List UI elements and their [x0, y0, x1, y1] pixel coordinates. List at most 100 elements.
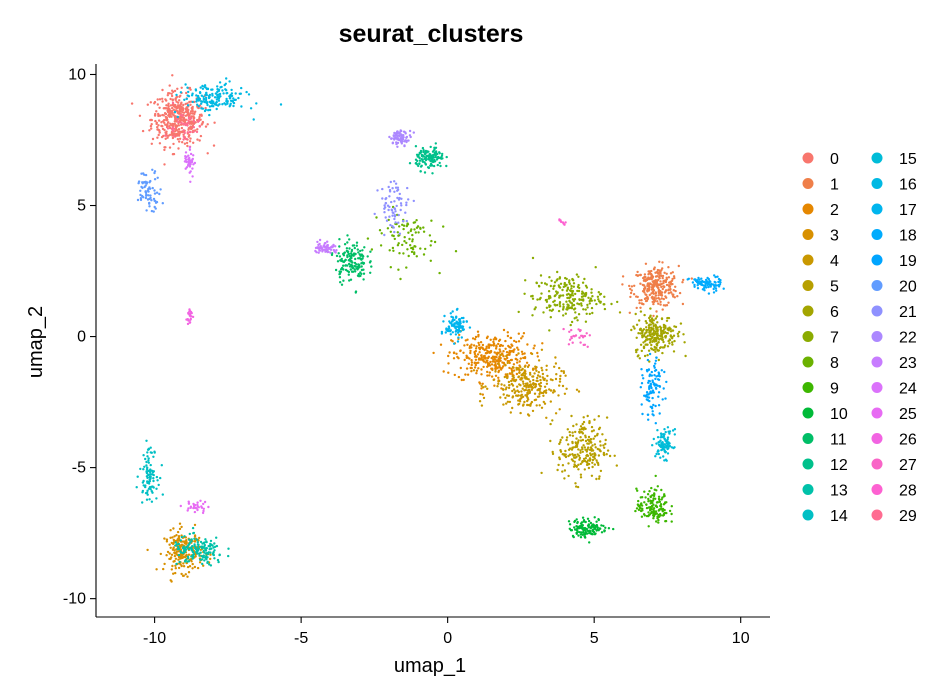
- data-point: [687, 277, 690, 280]
- data-point: [683, 341, 686, 344]
- data-point: [189, 317, 192, 321]
- data-point: [346, 234, 349, 237]
- data-point: [718, 280, 721, 283]
- data-point: [505, 354, 508, 358]
- data-point: [653, 374, 656, 377]
- data-point: [521, 372, 524, 376]
- data-point: [185, 122, 188, 126]
- data-point: [672, 289, 675, 292]
- data-point: [682, 278, 685, 282]
- data-point: [189, 163, 192, 166]
- data-point: [640, 368, 643, 371]
- data-point: [649, 277, 652, 280]
- data-point: [176, 111, 179, 115]
- data-point: [498, 348, 501, 351]
- data-point: [485, 345, 488, 348]
- legend-key: [871, 509, 883, 521]
- data-point: [648, 293, 651, 297]
- data-point: [497, 351, 500, 355]
- data-point: [512, 376, 515, 379]
- data-point: [663, 370, 666, 374]
- data-point: [648, 319, 652, 322]
- legend-label: 11: [830, 432, 847, 449]
- data-point: [584, 434, 587, 437]
- data-point: [154, 119, 157, 123]
- data-point: [164, 123, 167, 126]
- data-point: [576, 441, 580, 444]
- data-point: [647, 500, 650, 503]
- data-point: [644, 320, 647, 323]
- data-point: [183, 535, 186, 538]
- data-point: [665, 296, 668, 299]
- data-point: [499, 353, 502, 357]
- data-point: [207, 109, 210, 112]
- data-point: [346, 250, 350, 253]
- data-point: [565, 289, 569, 292]
- data-point: [459, 330, 462, 333]
- data-point: [460, 336, 463, 339]
- data-point: [661, 336, 664, 339]
- data-point: [197, 106, 200, 110]
- data-point: [674, 325, 678, 329]
- data-point: [595, 302, 598, 306]
- data-point: [470, 366, 473, 370]
- data-point: [191, 112, 194, 115]
- data-point: [191, 526, 195, 530]
- data-point: [644, 496, 647, 499]
- data-point: [163, 562, 166, 566]
- data-point: [648, 360, 651, 363]
- data-point: [654, 422, 657, 425]
- data-point: [387, 185, 390, 189]
- data-point: [184, 108, 188, 111]
- data-point: [593, 418, 596, 421]
- data-point: [547, 290, 551, 293]
- data-point: [654, 455, 657, 458]
- data-point: [583, 535, 586, 538]
- data-point: [402, 224, 406, 227]
- data-point: [478, 381, 481, 384]
- data-point: [660, 435, 663, 439]
- data-point: [584, 530, 587, 534]
- data-point: [142, 468, 145, 471]
- data-point: [154, 199, 157, 203]
- data-point: [563, 223, 566, 226]
- data-point: [338, 270, 341, 273]
- data-point: [499, 350, 502, 353]
- data-point: [590, 441, 593, 444]
- x-axis-label: umap_1: [394, 655, 466, 677]
- data-point: [338, 238, 341, 241]
- data-point: [603, 453, 606, 457]
- data-point: [649, 502, 652, 505]
- data-point: [396, 145, 399, 148]
- data-point: [141, 489, 145, 493]
- data-point: [188, 86, 192, 90]
- data-point: [681, 281, 684, 284]
- data-point: [210, 100, 213, 104]
- data-point: [405, 136, 408, 139]
- data-point: [411, 240, 414, 243]
- data-point: [204, 98, 208, 102]
- data-point: [552, 285, 555, 288]
- data-point: [405, 203, 408, 207]
- data-point: [168, 552, 171, 555]
- data-point: [713, 280, 716, 284]
- data-point: [646, 413, 650, 416]
- data-point: [578, 336, 581, 339]
- data-point: [588, 334, 591, 337]
- data-point: [657, 391, 661, 394]
- legend-item-23: 23: [871, 355, 917, 372]
- data-point: [657, 341, 660, 344]
- data-point: [199, 540, 203, 544]
- data-point: [186, 560, 189, 563]
- data-point: [177, 542, 180, 546]
- data-point: [557, 463, 560, 467]
- data-point: [173, 551, 176, 555]
- data-point: [641, 496, 644, 499]
- data-point: [152, 477, 155, 480]
- legend-key: [871, 280, 883, 291]
- legend-item-9: 9: [802, 381, 839, 398]
- data-point: [177, 101, 180, 104]
- data-point: [352, 270, 355, 273]
- data-point: [663, 344, 667, 347]
- data-point: [696, 287, 700, 290]
